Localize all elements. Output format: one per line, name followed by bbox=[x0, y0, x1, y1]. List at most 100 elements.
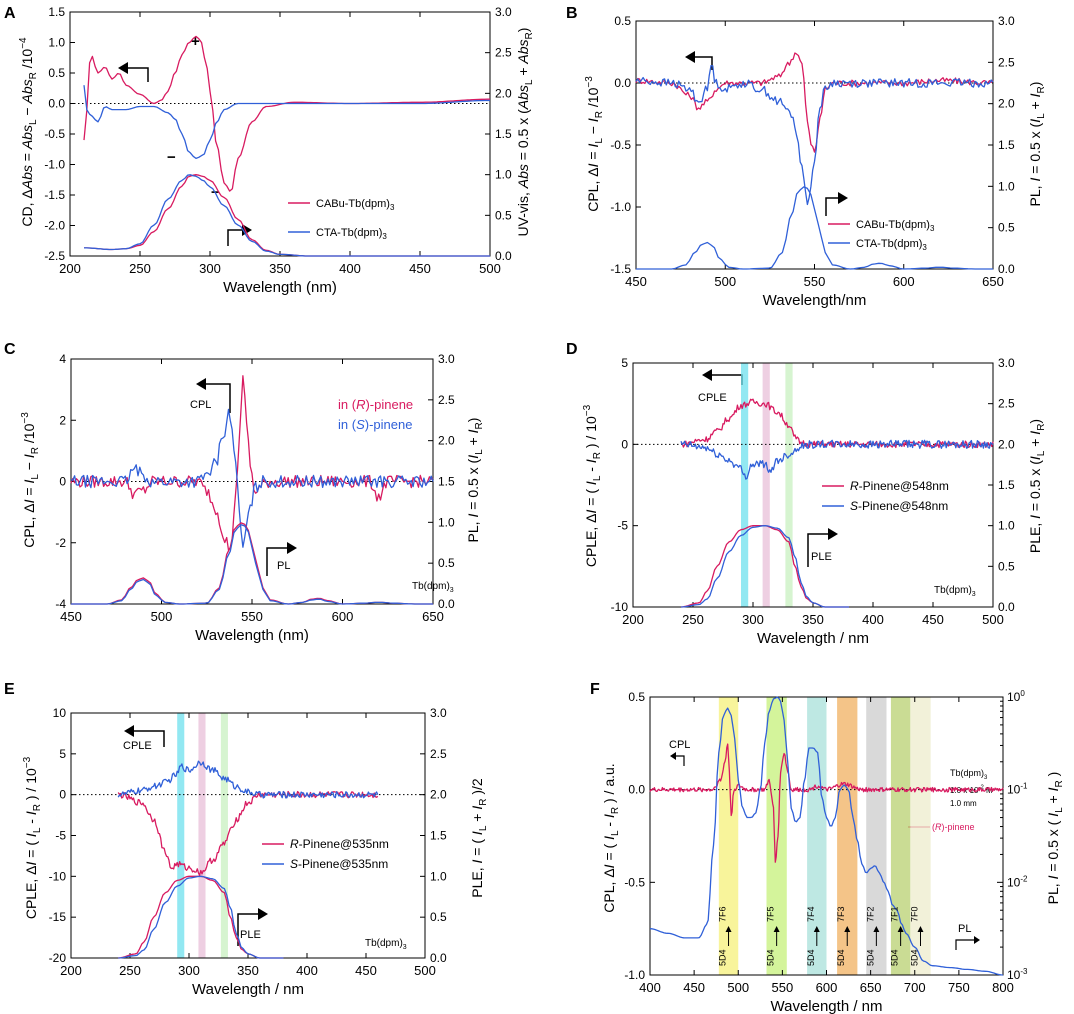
transition-upper: 7F4 bbox=[806, 906, 816, 922]
panel-d-compound-label: Tb(dpm)3 bbox=[934, 585, 976, 598]
transition-upper: 7F6 bbox=[718, 906, 728, 922]
transition-upper: 7F1 bbox=[890, 906, 900, 922]
x-tick-label: 800 bbox=[992, 980, 1014, 995]
x-tick-label: 450 bbox=[683, 980, 705, 995]
x-tick-label: 200 bbox=[59, 261, 81, 276]
series-pl bbox=[636, 186, 993, 270]
panel-f-pl-arrow-head bbox=[974, 936, 980, 944]
x-tick-label: 650 bbox=[860, 980, 882, 995]
panel-e-ylabel-right: PLE, I = ( IL + IR )/2 bbox=[469, 778, 489, 898]
series-s-pinene-548nm bbox=[680, 439, 994, 480]
series-cabu-tb-dpm-3-uv bbox=[84, 174, 490, 257]
panel-f-legend-1: (R)-pinene bbox=[932, 822, 975, 832]
x-tick-label: 400 bbox=[339, 261, 361, 276]
x-axis-label: Wavelength / nm bbox=[757, 630, 869, 647]
y-tick-label: 0 bbox=[59, 475, 66, 489]
transition-label: 5D4 7F0 bbox=[909, 906, 924, 966]
y-right-tick-label: 1.0 bbox=[495, 168, 512, 182]
y-tick-label: -15 bbox=[49, 910, 67, 924]
panel-c: C CPL, ΔI = IL − IR /10−3 PL, I = 0.5 x … bbox=[4, 341, 485, 594]
series-cta-tb-dpm-3-uv bbox=[84, 174, 490, 257]
panel-a-ylabel-left: CD, ΔAbs = AbsL − AbsR /10−4 bbox=[18, 37, 39, 227]
series-in-r-pinene bbox=[70, 375, 434, 551]
x-tick-label: 450 bbox=[625, 274, 647, 289]
x-tick-label: 650 bbox=[422, 609, 444, 624]
x-tick-label: 250 bbox=[682, 612, 704, 627]
y-right-tick-label: 0.0 bbox=[438, 597, 455, 611]
x-tick-label: 350 bbox=[237, 963, 259, 978]
y-right-tick-label: 10-3 bbox=[1007, 967, 1028, 982]
series-cta-tb-dpm-3 bbox=[635, 64, 994, 206]
series-cabu-tb-dpm-3 bbox=[635, 52, 994, 153]
panel-e-cple-arrow bbox=[130, 730, 165, 747]
panel-d-legend-2: S-Pinene@548nm bbox=[850, 499, 948, 513]
y-tick-label: -10 bbox=[611, 600, 629, 614]
y-tick-label: -1.5 bbox=[610, 262, 631, 276]
chart-d: 200 250 300 350 400 450 500 Wavelength / nm -10 -… bbox=[611, 356, 1015, 647]
transition-upper: 7F2 bbox=[865, 906, 875, 922]
x-tick-label: 500 bbox=[479, 261, 501, 276]
x-tick-label: 300 bbox=[742, 612, 764, 627]
series-pl bbox=[649, 696, 1004, 976]
y-right-tick-label: 1.5 bbox=[998, 478, 1015, 492]
x-tick-label: 350 bbox=[802, 612, 824, 627]
x-axis-label: Wavelength/nm bbox=[763, 292, 867, 309]
series-ple-s bbox=[680, 525, 849, 608]
chart-f: 400 450 500 550 600 650 700 750 800 Wavelength / … bbox=[624, 689, 1028, 1014]
y-right-tick-label: 3.0 bbox=[495, 5, 512, 19]
x-tick-label: 450 bbox=[922, 612, 944, 627]
series-s-pinene-535nm bbox=[117, 760, 379, 799]
y-right-tick-label: 1.0 bbox=[998, 519, 1015, 533]
panel-d-cple-arrow bbox=[708, 374, 743, 385]
panel-a-legend-2: CTA-Tb(dpm)3 bbox=[316, 227, 387, 241]
x-axis-label: Wavelength (nm) bbox=[195, 627, 309, 644]
y-tick-label: 5 bbox=[59, 747, 66, 761]
series-r-pinene-548nm bbox=[680, 398, 994, 449]
panel-e-legend: R-Pinene@535nm S-Pinene@535nm bbox=[262, 837, 389, 871]
panel-f-pl-arrow bbox=[955, 939, 976, 950]
panel-c-pl-arrow bbox=[266, 547, 291, 576]
panel-b: B CPL, ΔI = IL − IR /10−3 PL, I = 0.5 x … bbox=[566, 5, 1047, 252]
y-right-tick-label: 0.5 bbox=[430, 910, 447, 924]
y-tick-label: 0.5 bbox=[614, 14, 631, 28]
y-right-tick-label: 0.5 bbox=[438, 556, 455, 570]
y-right-tick-label: 2.5 bbox=[438, 393, 455, 407]
x-tick-label: 350 bbox=[269, 261, 291, 276]
panel-d-legend-1: R-Pinene@548nm bbox=[850, 479, 949, 493]
chart-b: 450 500 550 600 650 Wavelength/nm -1.5 -1.0 -0.5… bbox=[610, 14, 1015, 309]
panel-c-ylabel-left: CPL, ΔI = IL − IR /10−3 bbox=[20, 412, 41, 548]
y-tick-label: -1.0 bbox=[44, 158, 65, 172]
series-cabu-tb-dpm-3 bbox=[83, 35, 490, 192]
x-tick-label: 500 bbox=[151, 609, 173, 624]
panel-c-pl-label: PL bbox=[277, 560, 290, 572]
panel-a-legend: CABu-Tb(dpm)3 CTA-Tb(dpm)3 bbox=[288, 198, 395, 241]
series-cta-tb-dpm-3 bbox=[83, 85, 490, 160]
x-tick-label: 600 bbox=[332, 609, 354, 624]
band-4 bbox=[866, 697, 887, 975]
x-tick-label: 500 bbox=[714, 274, 736, 289]
panel-c-legend: in (R)-pinene in (S)-pinene bbox=[338, 397, 413, 432]
y-right-tick-label: 1.0 bbox=[998, 179, 1015, 193]
panel-f-cpl-label: CPL bbox=[669, 739, 690, 751]
band-2 bbox=[807, 697, 827, 975]
y-right-tick-label: 0.0 bbox=[430, 951, 447, 965]
transition-lower: 5D4 bbox=[718, 949, 728, 966]
x-axis-label: Wavelength / nm bbox=[771, 998, 883, 1014]
chart-e: 200 250 300 350 400 450 500 Wavelength / nm -20 -… bbox=[49, 706, 447, 998]
panel-a-cd-arrow-head bbox=[118, 62, 128, 74]
panel-c-cpl-label: CPL bbox=[190, 399, 211, 411]
panel-a: A CD, ΔAbs = AbsL − AbsR /10−4 UV-vis, A… bbox=[4, 5, 535, 246]
x-tick-label: 750 bbox=[948, 980, 970, 995]
transition-lower: 5D4 bbox=[865, 949, 875, 966]
y-right-tick-label: 0.0 bbox=[495, 249, 512, 263]
panel-d-cple-label: CPLE bbox=[698, 392, 727, 404]
transition-label: 5D4 7F1 bbox=[890, 906, 904, 966]
panel-d-legend: R-Pinene@548nm S-Pinene@548nm bbox=[822, 479, 949, 513]
y-right-tick-label: 1.5 bbox=[430, 829, 447, 843]
panel-a-uv-arrow bbox=[227, 229, 248, 246]
panel-e-legend-2: S-Pinene@535nm bbox=[290, 857, 388, 871]
y-right-tick-label: 100 bbox=[1007, 689, 1025, 704]
panel-f-ylabel-left: CPL, ΔI = ( IL - IR ) / a.u. bbox=[601, 763, 621, 912]
y-tick-label: -0.5 bbox=[610, 138, 631, 152]
